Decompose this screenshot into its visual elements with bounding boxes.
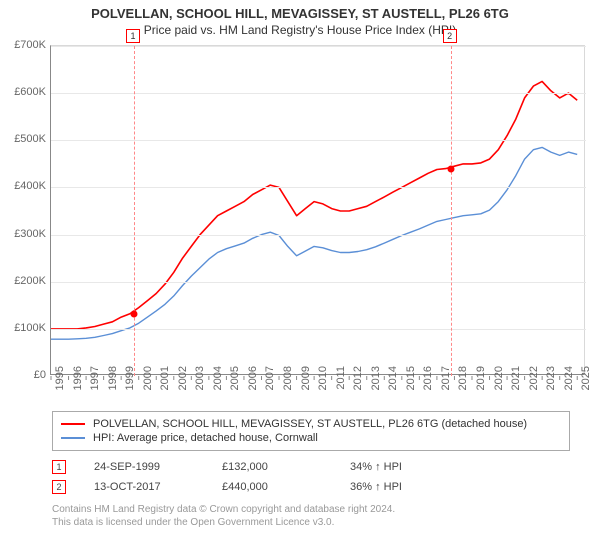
- y-tick-label: £0: [4, 369, 46, 381]
- annotation-table: 1 24-SEP-1999 £132,000 34% ↑ HPI 2 13-OC…: [52, 457, 570, 497]
- annotation-row-2: 2 13-OCT-2017 £440,000 36% ↑ HPI: [52, 477, 570, 497]
- y-tick-label: £600K: [4, 86, 46, 98]
- footer-line-1: Contains HM Land Registry data © Crown c…: [52, 503, 570, 516]
- y-tick-label: £400K: [4, 180, 46, 192]
- marker-vline: [451, 46, 452, 376]
- gridline: [51, 282, 586, 283]
- footer: Contains HM Land Registry data © Crown c…: [52, 503, 570, 529]
- gridline: [51, 46, 586, 47]
- annotation-date-2: 13-OCT-2017: [94, 481, 194, 493]
- legend: POLVELLAN, SCHOOL HILL, MEVAGISSEY, ST A…: [52, 411, 570, 451]
- gridline: [51, 235, 586, 236]
- legend-label-hpi: HPI: Average price, detached house, Corn…: [93, 432, 318, 444]
- y-tick-label: £200K: [4, 275, 46, 287]
- gridline: [51, 140, 586, 141]
- annotation-price-2: £440,000: [222, 481, 322, 493]
- annotation-marker-2: 2: [52, 480, 66, 494]
- annotation-row-1: 1 24-SEP-1999 £132,000 34% ↑ HPI: [52, 457, 570, 477]
- legend-label-price: POLVELLAN, SCHOOL HILL, MEVAGISSEY, ST A…: [93, 418, 527, 430]
- marker-dot: [447, 165, 454, 172]
- annotation-price-1: £132,000: [222, 461, 322, 473]
- chart-area: £0£100K£200K£300K£400K£500K£600K£700K199…: [0, 41, 600, 411]
- chart-subtitle: Price paid vs. HM Land Registry's House …: [0, 21, 600, 41]
- series-line-price: [51, 81, 577, 329]
- series-line-hpi: [51, 147, 577, 339]
- chart-title: POLVELLAN, SCHOOL HILL, MEVAGISSEY, ST A…: [0, 0, 600, 21]
- y-tick-label: £300K: [4, 228, 46, 240]
- annotation-marker-1: 1: [52, 460, 66, 474]
- marker-vline: [134, 46, 135, 376]
- marker-box: 1: [126, 29, 140, 43]
- marker-box: 2: [443, 29, 457, 43]
- legend-swatch-price: [61, 423, 85, 425]
- y-tick-label: £500K: [4, 133, 46, 145]
- gridline: [51, 187, 586, 188]
- x-tick-label: 2025: [580, 366, 600, 396]
- plot: [50, 45, 585, 375]
- chart-container: POLVELLAN, SCHOOL HILL, MEVAGISSEY, ST A…: [0, 0, 600, 560]
- legend-item-price: POLVELLAN, SCHOOL HILL, MEVAGISSEY, ST A…: [61, 417, 561, 431]
- legend-item-hpi: HPI: Average price, detached house, Corn…: [61, 431, 561, 445]
- gridline: [51, 329, 586, 330]
- y-tick-label: £100K: [4, 322, 46, 334]
- gridline: [51, 93, 586, 94]
- annotation-pct-1: 34% ↑ HPI: [350, 461, 450, 473]
- annotation-date-1: 24-SEP-1999: [94, 461, 194, 473]
- legend-swatch-hpi: [61, 437, 85, 439]
- plot-svg: [51, 46, 586, 376]
- marker-dot: [130, 310, 137, 317]
- footer-line-2: This data is licensed under the Open Gov…: [52, 516, 570, 529]
- y-tick-label: £700K: [4, 39, 46, 51]
- annotation-pct-2: 36% ↑ HPI: [350, 481, 450, 493]
